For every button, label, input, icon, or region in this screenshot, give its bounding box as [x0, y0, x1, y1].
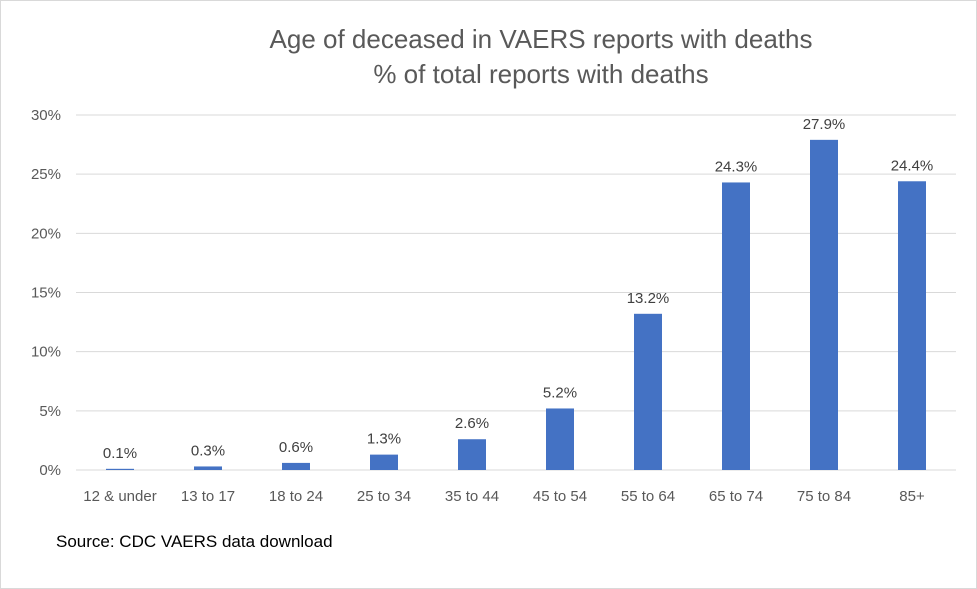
bar-data-labels: 0.1% 0.3% 0.6% 1.3% 2.6% 5.2% 13.2% 24.3% 27.9% 2…	[103, 116, 933, 462]
bar	[898, 181, 926, 470]
bar	[194, 466, 222, 470]
y-gridlines	[76, 114, 956, 471]
bar-data-label: 27.9%	[803, 116, 846, 133]
x-tick-label: 18 to 24	[269, 488, 323, 505]
x-tick-label: 25 to 34	[357, 488, 411, 505]
y-tick-label: 15%	[31, 285, 61, 302]
y-tick-label: 0%	[39, 462, 61, 479]
bar-data-label: 0.6%	[279, 439, 313, 456]
bar-data-label: 13.2%	[627, 290, 670, 307]
y-tick-label: 10%	[31, 344, 61, 361]
x-tick-label: 85+	[899, 488, 925, 505]
x-tick-label: 12 & under	[83, 488, 156, 505]
bar	[370, 454, 398, 470]
x-tick-label: 13 to 17	[181, 488, 235, 505]
x-tick-label: 55 to 64	[621, 488, 675, 505]
source-note: Source: CDC VAERS data download	[56, 532, 333, 551]
bar-data-label: 5.2%	[543, 384, 577, 401]
bar-data-label: 1.3%	[367, 431, 401, 448]
bar-data-label: 24.3%	[715, 158, 758, 175]
x-tick-label: 45 to 54	[533, 488, 587, 505]
x-tick-label: 75 to 84	[797, 488, 851, 505]
bar	[634, 313, 662, 470]
y-tick-label: 25%	[31, 166, 61, 183]
bar	[546, 408, 574, 470]
bar	[106, 468, 134, 470]
y-axis-tick-labels: 0% 5% 10% 15% 20% 25% 30%	[31, 107, 61, 479]
chart-subtitle: % of total reports with deaths	[373, 59, 708, 89]
x-tick-label: 65 to 74	[709, 488, 763, 505]
x-tick-label: 35 to 44	[445, 488, 499, 505]
y-tick-label: 5%	[39, 403, 61, 420]
bar-series	[106, 139, 926, 470]
bar	[282, 462, 310, 470]
bar-data-label: 2.6%	[455, 415, 489, 432]
bar-data-label: 0.1%	[103, 445, 137, 462]
chart-title: Age of deceased in VAERS reports with de…	[270, 24, 813, 54]
bar	[722, 182, 750, 470]
bar-data-label: 24.4%	[891, 157, 934, 174]
y-tick-label: 20%	[31, 225, 61, 242]
bar	[458, 439, 486, 470]
x-axis-tick-labels: 12 & under 13 to 17 18 to 24 25 to 34 35 to …	[83, 488, 925, 505]
y-tick-label: 30%	[31, 107, 61, 124]
bar-data-label: 0.3%	[191, 442, 225, 459]
bar	[810, 139, 838, 470]
